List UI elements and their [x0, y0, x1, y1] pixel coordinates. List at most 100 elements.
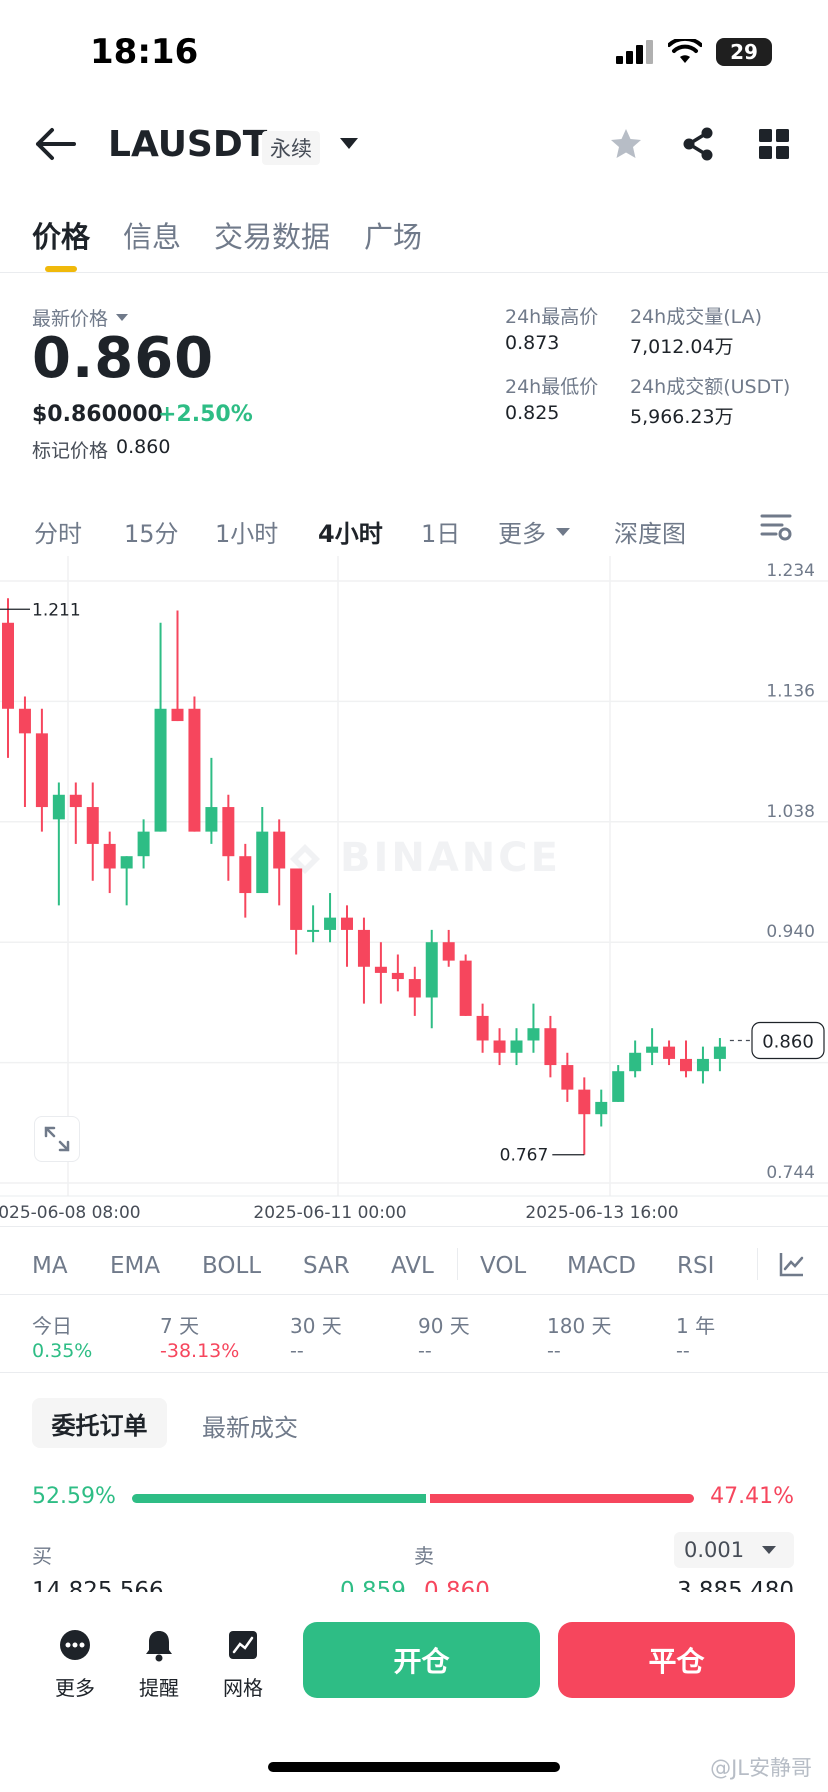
interval-time[interactable]: 分时 [34, 520, 82, 548]
indicator-boll[interactable]: BOLL [202, 1253, 262, 1279]
tab-price[interactable]: 价格 [32, 220, 91, 254]
grid-trading-button[interactable]: 网格 [208, 1628, 278, 1701]
performance-label: 1 年 [676, 1314, 716, 1338]
candle-body [324, 917, 337, 930]
star-icon[interactable] [608, 126, 644, 162]
candle-body [561, 1065, 574, 1090]
candle-body [713, 1046, 726, 1059]
last-price-label-row[interactable]: 最新价格 [32, 304, 129, 331]
performance-divider [0, 1372, 828, 1373]
interval-1d[interactable]: 1日 [421, 520, 461, 548]
open-position-button[interactable]: 开仓 [303, 1622, 540, 1698]
performance-label: 7 天 [160, 1314, 200, 1338]
tab-order-book[interactable]: 委托订单 [32, 1398, 167, 1448]
grid-label: 网格 [223, 1676, 263, 1700]
sell-ratio: 47.41% [710, 1484, 794, 1509]
tabs-divider [0, 272, 828, 273]
more-button[interactable]: 更多 [40, 1628, 110, 1701]
candle-body [273, 831, 286, 869]
high-marker-label: 1.211 [32, 600, 81, 620]
y-axis-tick-label: 0.940 [766, 922, 815, 942]
battery-icon: 29 [716, 38, 772, 66]
performance-label: 今日 [32, 1314, 72, 1338]
candle-body [493, 1040, 506, 1053]
more-dots-icon [60, 1630, 90, 1660]
chart-settings-icon[interactable] [760, 512, 792, 542]
share-icon[interactable] [680, 126, 716, 162]
chart-divider [0, 1226, 828, 1227]
mark-price-label: 标记价格 [32, 440, 109, 462]
tab-recent-trades[interactable]: 最新成交 [202, 1414, 298, 1442]
precision-select[interactable]: 0.001 [674, 1532, 794, 1568]
candle-body [18, 708, 31, 734]
candle-body [35, 733, 48, 808]
sell-column-label: 卖 [414, 1544, 434, 1568]
close-position-button[interactable]: 平仓 [558, 1622, 795, 1698]
y-axis-tick-label: 1.234 [766, 561, 815, 581]
symbol-dropdown-icon[interactable] [340, 138, 358, 149]
performance-value: -- [547, 1340, 561, 1362]
interval-4h[interactable]: 4小时 [318, 520, 383, 548]
indicator-macd[interactable]: MACD [567, 1253, 636, 1279]
performance-value: -- [418, 1340, 432, 1362]
buy-column-label: 买 [32, 1544, 52, 1568]
signal-icon [616, 40, 653, 64]
candle-body [510, 1040, 523, 1053]
symbol-title[interactable]: LAUSDT [108, 124, 268, 165]
indicator-divider [457, 1248, 458, 1280]
alert-button[interactable]: 提醒 [124, 1628, 194, 1701]
expand-icon [44, 1126, 70, 1152]
bottom-bar-background [0, 1592, 828, 1620]
depth-chart-tab[interactable]: 深度图 [614, 520, 686, 548]
indicator-vol[interactable]: VOL [480, 1253, 527, 1279]
candle-body [527, 1028, 540, 1041]
interval-more-label: 更多 [498, 520, 546, 548]
candle-body [391, 972, 404, 980]
candle-body [595, 1101, 608, 1115]
candle-body [86, 807, 99, 844]
candlestick-chart[interactable]: BINANCE 1.234 1.136 1.038 0.940 0.744 2025-06-… [0, 556, 828, 1226]
interval-1h[interactable]: 1小时 [215, 520, 279, 548]
mark-price-row: 标记价格 0.860 [32, 436, 170, 463]
tab-square[interactable]: 广场 [364, 220, 423, 254]
expand-chart-button[interactable] [34, 1116, 80, 1162]
status-time: 18:16 [90, 32, 199, 72]
tab-info[interactable]: 信息 [123, 220, 182, 254]
candle-body [663, 1046, 676, 1059]
grid-menu-icon[interactable] [756, 126, 792, 162]
indicator-sar[interactable]: SAR [303, 1253, 350, 1279]
indicator-ema[interactable]: EMA [110, 1253, 161, 1279]
candle-body [307, 929, 320, 932]
amount-24h-label: 24h成交额(USDT) [630, 376, 791, 398]
candle-body [357, 929, 370, 967]
y-axis-tick-label: 1.038 [766, 802, 815, 822]
perpetual-badge: 永续 [262, 131, 320, 165]
indicator-settings-icon[interactable] [778, 1250, 806, 1278]
candle-body [612, 1071, 625, 1102]
indicator-ma[interactable]: MA [32, 1253, 68, 1279]
status-icons: 29 [616, 38, 772, 66]
performance-label: 180 天 [547, 1314, 612, 1338]
candle-body [239, 856, 252, 894]
candle-body [154, 708, 167, 832]
indicator-rsi[interactable]: RSI [677, 1253, 715, 1279]
candle-body [205, 807, 218, 832]
interval-15m[interactable]: 15分 [124, 520, 179, 548]
interval-more[interactable]: 更多 [498, 514, 570, 549]
back-arrow-icon[interactable] [34, 124, 78, 164]
high-24h-value: 0.873 [505, 332, 560, 354]
volume-24h-label: 24h成交量(LA) [630, 306, 763, 328]
buy-ratio: 52.59% [32, 1484, 116, 1509]
sell-ratio-bar [430, 1494, 694, 1503]
high-24h-label: 24h最高价 [505, 306, 599, 328]
binance-watermark: BINANCE [340, 835, 561, 881]
grid-chart-icon [229, 1631, 257, 1659]
candle-body [341, 917, 353, 930]
performance-value: -38.13% [160, 1340, 240, 1362]
tab-trading-data[interactable]: 交易数据 [214, 220, 331, 254]
more-label: 更多 [55, 1676, 95, 1700]
bell-icon [146, 1631, 172, 1662]
candle-body [680, 1058, 692, 1072]
indicator-avl[interactable]: AVL [391, 1253, 434, 1279]
home-indicator[interactable] [268, 1762, 560, 1772]
